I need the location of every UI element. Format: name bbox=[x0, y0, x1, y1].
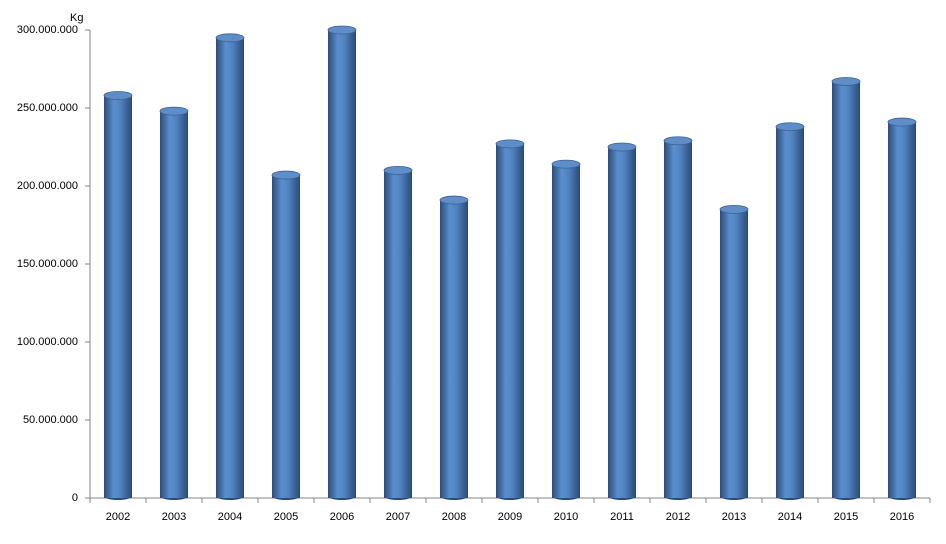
y-tick-label: 100.000.000 bbox=[17, 336, 78, 348]
bar-cap bbox=[551, 159, 581, 169]
x-tick-label: 2006 bbox=[330, 511, 354, 523]
x-tick-label: 2014 bbox=[778, 511, 802, 523]
x-tick-label: 2011 bbox=[610, 511, 634, 523]
x-tick-label: 2004 bbox=[218, 511, 242, 523]
bar bbox=[160, 111, 188, 499]
bar-cap bbox=[831, 77, 861, 86]
bar bbox=[888, 122, 916, 498]
bar bbox=[552, 164, 580, 498]
bar-cap bbox=[663, 136, 693, 146]
bar-cap bbox=[159, 106, 189, 116]
bar bbox=[384, 170, 412, 498]
bar bbox=[608, 147, 636, 498]
x-tick-label: 2015 bbox=[834, 511, 858, 523]
y-tick-label: 300.000.000 bbox=[17, 24, 78, 36]
bar bbox=[328, 30, 356, 498]
bar bbox=[440, 200, 468, 499]
bar bbox=[720, 209, 748, 498]
bar-cap bbox=[103, 91, 133, 100]
y-tick-label: 0 bbox=[72, 492, 78, 504]
bar bbox=[104, 95, 132, 499]
y-tick-label: 200.000.000 bbox=[17, 180, 78, 192]
bar-cap bbox=[327, 25, 357, 35]
bar bbox=[776, 126, 804, 498]
x-tick-label: 2005 bbox=[274, 511, 298, 523]
x-tick-label: 2016 bbox=[890, 511, 914, 523]
x-tick-label: 2009 bbox=[498, 511, 522, 523]
bar bbox=[496, 143, 524, 498]
bar-cap bbox=[271, 170, 301, 180]
bar bbox=[272, 175, 300, 498]
bar-cap bbox=[887, 117, 917, 127]
x-tick-label: 2013 bbox=[722, 511, 746, 523]
x-tick-label: 2010 bbox=[554, 511, 578, 523]
x-tick-label: 2007 bbox=[386, 511, 410, 523]
y-tick-label: 250.000.000 bbox=[17, 102, 78, 114]
bar bbox=[832, 81, 860, 498]
bar-cap bbox=[775, 122, 805, 132]
y-tick-label: 50.000.000 bbox=[23, 414, 78, 426]
y-axis-unit: Kg bbox=[70, 12, 83, 24]
bar bbox=[664, 140, 692, 498]
bar-cap bbox=[439, 195, 469, 205]
bar-cap bbox=[215, 33, 245, 43]
bar-cap bbox=[383, 165, 413, 175]
y-tick-label: 150.000.000 bbox=[17, 258, 78, 270]
bar bbox=[216, 37, 244, 499]
bar-cap bbox=[719, 204, 749, 214]
x-tick-label: 2012 bbox=[666, 511, 690, 523]
bar-cap bbox=[495, 139, 525, 149]
x-tick-label: 2002 bbox=[106, 511, 130, 523]
x-tick-label: 2008 bbox=[442, 511, 466, 523]
bar-cap bbox=[607, 142, 637, 152]
x-tick-label: 2003 bbox=[162, 511, 186, 523]
